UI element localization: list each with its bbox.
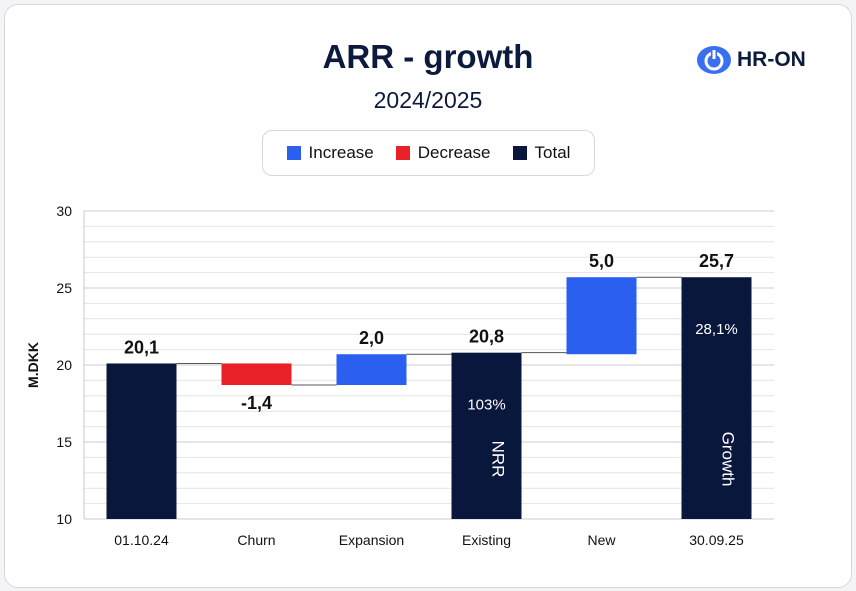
legend-item-decrease: Decrease (395, 143, 491, 163)
legend-item-total: Total (512, 143, 571, 163)
bar-total (106, 363, 177, 519)
legend-swatch (286, 146, 301, 160)
data-label: 25,7 (699, 251, 734, 271)
chart-subtitle: 2024/2025 (373, 87, 483, 113)
y-tick-label: 15 (56, 434, 72, 450)
y-tick-label: 10 (56, 511, 72, 527)
bar-total (451, 352, 522, 519)
data-label: 20,8 (469, 327, 504, 347)
bar-decrease (221, 363, 292, 386)
legend-label: Total (534, 143, 571, 162)
x-tick-label: New (587, 532, 616, 548)
data-label: 20,1 (124, 337, 159, 357)
y-tick-label: 25 (56, 280, 72, 296)
x-tick-label: Expansion (339, 532, 404, 548)
data-label: 2,0 (359, 328, 384, 348)
inner-value-label: 28,1% (695, 321, 738, 338)
hr-on-logo: HR-ON (696, 44, 806, 76)
legend: Increase Decrease Total (262, 130, 595, 176)
y-tick-label: 30 (56, 203, 72, 219)
data-label: -1,4 (241, 393, 272, 413)
logo-text: HR-ON (737, 48, 806, 71)
y-axis-label: M.DKK (25, 342, 41, 388)
bar-total (681, 277, 752, 519)
x-tick-label: 30.09.25 (689, 532, 744, 548)
inner-vertical-label: NRR (489, 441, 508, 478)
x-tick-label: Churn (237, 532, 275, 548)
inner-value-label: 103% (467, 397, 505, 414)
y-tick-label: 20 (56, 357, 72, 373)
data-label: 5,0 (589, 251, 614, 271)
legend-label: Increase (308, 143, 374, 162)
legend-swatch (395, 146, 410, 160)
bar-increase (566, 277, 637, 355)
x-tick-label: Existing (462, 532, 511, 548)
legend-swatch (512, 146, 527, 160)
x-tick-label: 01.10.24 (114, 532, 169, 548)
legend-label: Decrease (417, 143, 491, 162)
power-icon (697, 46, 731, 74)
chart-title: ARR - growth (322, 38, 534, 75)
legend-item-increase: Increase (286, 143, 374, 163)
inner-vertical-label: Growth (719, 432, 738, 487)
bar-increase (336, 354, 407, 386)
